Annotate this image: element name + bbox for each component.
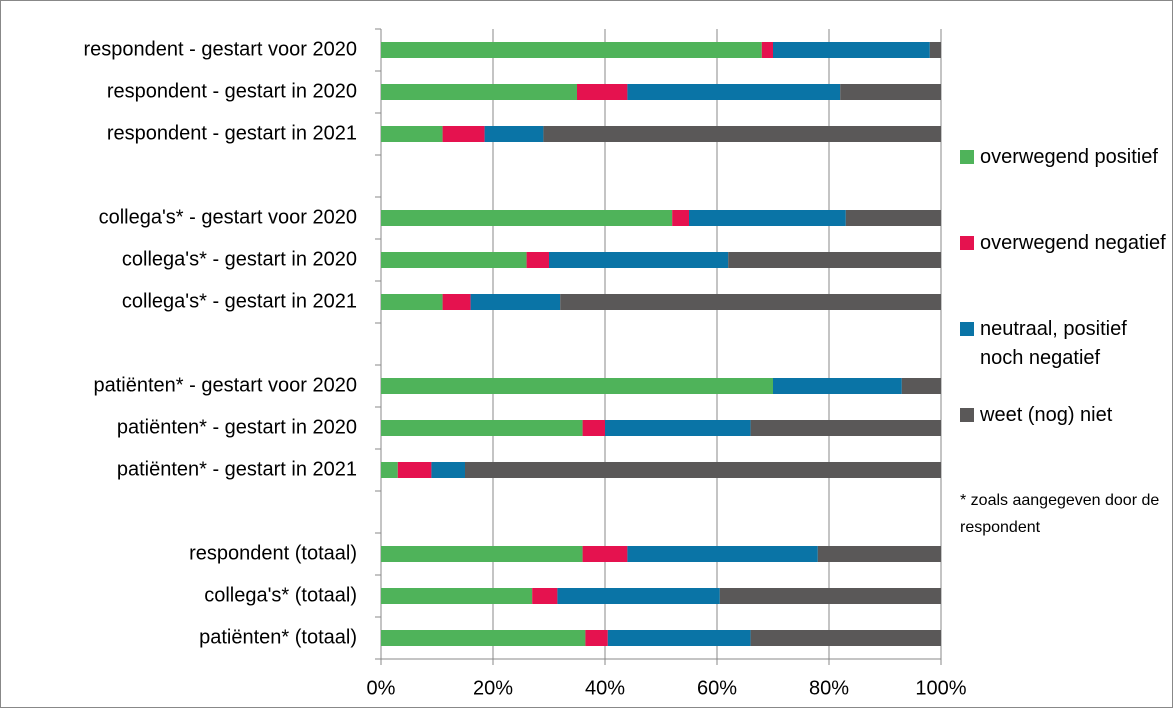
legend-swatch <box>960 408 974 422</box>
y-tick-label: respondent - gestart voor 2020 <box>83 38 357 60</box>
bar-segment <box>442 294 471 310</box>
bar-segment <box>607 630 751 646</box>
y-tick-label: collega's* - gestart voor 2020 <box>99 206 357 228</box>
bar-segment <box>773 378 902 394</box>
legend-item: overwegend positief <box>960 143 1170 172</box>
bar-segment <box>929 42 941 58</box>
y-tick-label: collega's* - gestart in 2021 <box>122 290 357 312</box>
legend-item: overwegend negatief <box>960 229 1170 258</box>
x-tick-label: 60% <box>697 677 737 699</box>
legend-label: neutraal, positief noch negatief <box>980 318 1127 369</box>
bar-segment <box>381 378 773 394</box>
bar-segment <box>605 420 751 436</box>
y-tick-label: respondent - gestart in 2020 <box>107 80 357 102</box>
bar-segment <box>397 462 432 478</box>
annotation: * zoals aangegeven door de respondent <box>960 492 1160 536</box>
bar-segment <box>381 420 583 436</box>
bar-segment <box>381 588 533 604</box>
bar-segment <box>543 126 941 142</box>
y-tick-label: patiënten* - gestart voor 2020 <box>93 374 357 396</box>
bar-segment <box>577 84 628 100</box>
y-tick-label: collega's* - gestart in 2020 <box>122 248 357 270</box>
bar-segment <box>526 252 549 268</box>
x-tick-label: 80% <box>809 677 849 699</box>
y-tick-label: respondent (totaal) <box>189 542 357 564</box>
bar-segment <box>750 630 941 646</box>
x-tick-label: 100% <box>915 677 966 699</box>
bar-segment <box>549 252 729 268</box>
bar-segment <box>761 42 773 58</box>
legend-item: neutraal, positief noch negatief <box>960 315 1170 373</box>
y-tick-label: collega's* (totaal) <box>204 584 357 606</box>
bar-segment <box>719 588 941 604</box>
bar-segment <box>381 210 673 226</box>
x-tick-label: 40% <box>585 677 625 699</box>
y-tick-label: patiënten* (totaal) <box>199 626 357 648</box>
bar-segment <box>532 588 558 604</box>
legend-label: overwegend positief <box>980 146 1158 168</box>
bar-segment <box>728 252 941 268</box>
bar-segment <box>585 630 608 646</box>
bar-segment <box>689 210 846 226</box>
y-tick-label: patiënten* - gestart in 2020 <box>117 416 357 438</box>
x-tick-label: 0% <box>367 677 396 699</box>
bar-segment <box>484 126 544 142</box>
bar-segment <box>750 420 941 436</box>
bar-segment <box>817 546 941 562</box>
bar-segment <box>465 462 941 478</box>
bar-segment <box>773 42 930 58</box>
bar-segment <box>627 546 818 562</box>
legend-item: weet (nog) niet <box>960 401 1170 430</box>
y-tick-label: patiënten* - gestart in 2021 <box>117 458 357 480</box>
legend-swatch <box>960 236 974 250</box>
legend-swatch <box>960 322 974 336</box>
x-tick-label: 20% <box>473 677 513 699</box>
bar-segment <box>840 84 941 100</box>
bar-segment <box>557 588 720 604</box>
bar-segment <box>381 462 398 478</box>
bar-segment <box>582 420 605 436</box>
legend-label: overwegend negatief <box>980 232 1166 254</box>
bar-segment <box>470 294 561 310</box>
bar-segment <box>381 546 583 562</box>
bar-segment <box>381 42 762 58</box>
bar-segment <box>381 252 527 268</box>
bar-segment <box>901 378 941 394</box>
bar-segment <box>560 294 941 310</box>
bar-segment <box>845 210 941 226</box>
bar-segment <box>442 126 485 142</box>
bar-segment <box>381 84 577 100</box>
bar-segment <box>627 84 841 100</box>
bar-segment <box>381 630 586 646</box>
bar-segment <box>381 294 443 310</box>
bar-segment <box>431 462 465 478</box>
bar-segment <box>381 126 443 142</box>
legend-label: weet (nog) niet <box>980 404 1113 426</box>
bar-segment <box>672 210 689 226</box>
legend-swatch <box>960 150 974 164</box>
bar-segment <box>582 546 628 562</box>
y-tick-label: respondent - gestart in 2021 <box>107 122 357 144</box>
